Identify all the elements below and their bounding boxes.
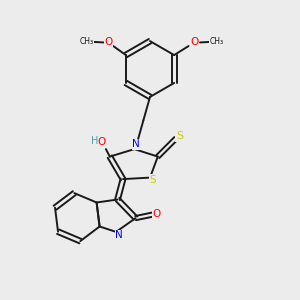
Text: O: O	[190, 38, 199, 47]
Text: N: N	[132, 139, 140, 149]
Text: O: O	[105, 38, 113, 47]
Text: S: S	[176, 131, 183, 141]
Text: O: O	[97, 136, 106, 147]
Text: O: O	[152, 209, 161, 219]
Text: S: S	[150, 175, 156, 185]
Text: CH₃: CH₃	[209, 37, 224, 46]
Text: CH₃: CH₃	[80, 37, 94, 46]
Text: H: H	[91, 136, 98, 146]
Text: N: N	[115, 230, 123, 241]
